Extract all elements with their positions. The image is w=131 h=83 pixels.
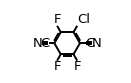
Text: N: N (33, 37, 43, 50)
Text: Cl: Cl (77, 13, 90, 26)
Text: C: C (40, 37, 49, 50)
Text: N: N (92, 37, 101, 50)
Text: F: F (54, 13, 61, 26)
Text: F: F (53, 60, 61, 73)
Text: F: F (73, 60, 81, 73)
Text: C: C (85, 37, 94, 50)
